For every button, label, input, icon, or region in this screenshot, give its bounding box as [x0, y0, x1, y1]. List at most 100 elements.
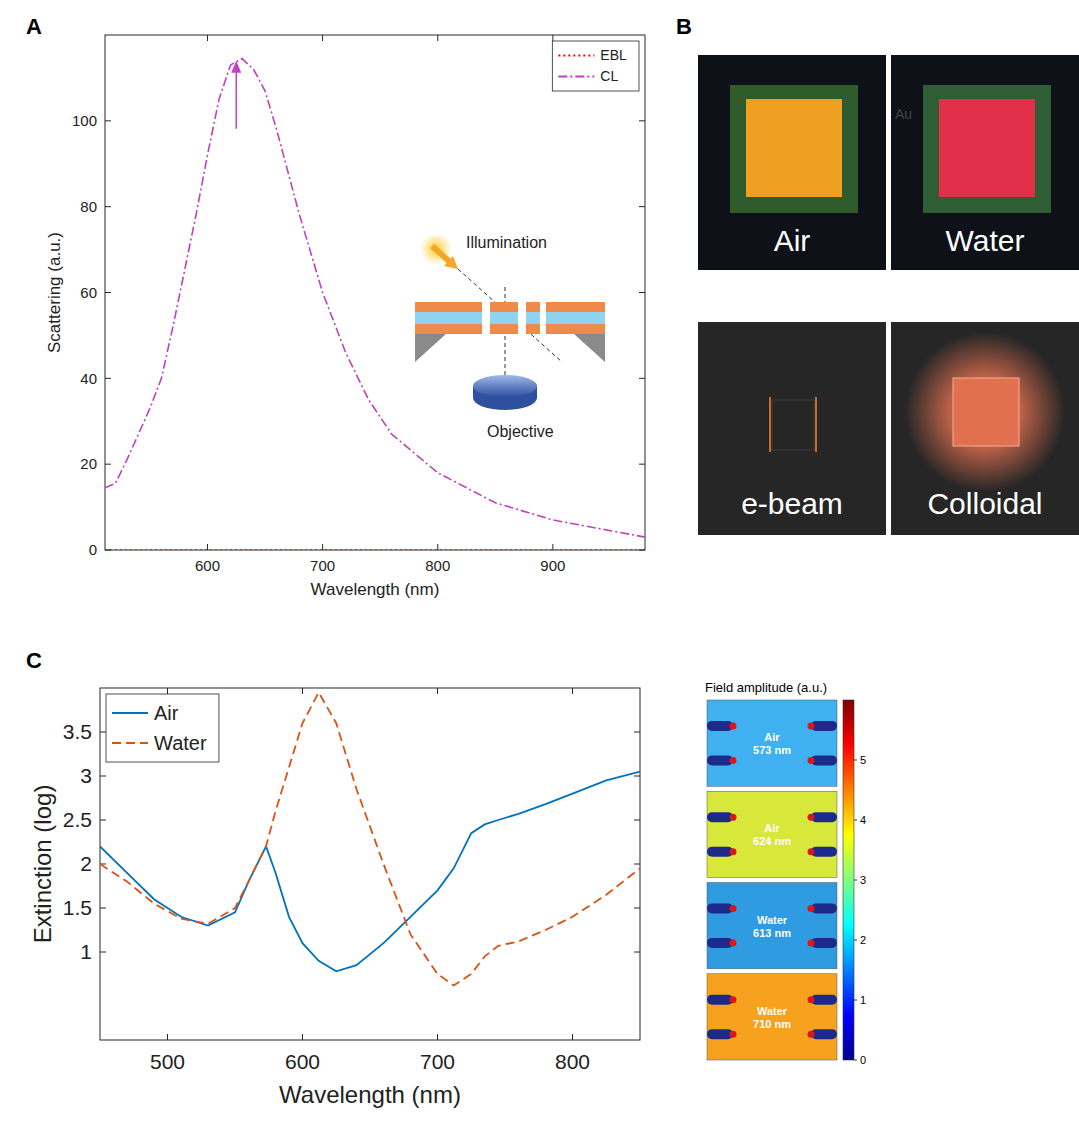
metal-layer — [415, 302, 605, 312]
legend-swatch — [558, 76, 594, 78]
map-label: 613 nm — [753, 927, 791, 939]
hotspot — [730, 939, 737, 946]
photo-window — [746, 99, 842, 197]
rod — [707, 721, 733, 731]
tick — [322, 35, 323, 41]
slit — [518, 302, 526, 334]
tick-label: 100 — [72, 112, 97, 129]
tick — [854, 880, 857, 881]
series-line — [105, 549, 645, 550]
rod — [707, 938, 733, 948]
panel-letter: A — [26, 14, 42, 39]
hotspot — [808, 905, 815, 912]
rod — [811, 812, 837, 822]
tick-label: 3 — [860, 874, 866, 886]
tick-label: 600 — [285, 1050, 320, 1073]
hotspot — [808, 996, 815, 1003]
tick-label: 0 — [860, 1054, 866, 1066]
slit — [482, 302, 490, 334]
tick — [437, 35, 438, 41]
tick-label: 800 — [555, 1050, 590, 1073]
colorbar-title: Field amplitude (a.u.) — [705, 680, 827, 695]
map-label: 624 nm — [753, 835, 791, 847]
slit — [540, 302, 546, 334]
tick-label: 1.5 — [63, 896, 92, 919]
tick — [639, 206, 645, 207]
hotspot — [808, 757, 815, 764]
inset-diagram: IlluminationObjective — [415, 233, 605, 440]
hotspot — [730, 722, 737, 729]
map-label: Air — [764, 822, 780, 834]
annotation: Illumination — [466, 234, 547, 251]
tick — [854, 1060, 857, 1061]
tick — [105, 120, 111, 121]
hotspot — [808, 722, 815, 729]
legend-box — [552, 41, 639, 91]
photo-label: Water — [946, 224, 1025, 257]
field-map — [707, 791, 837, 877]
tick-label: 20 — [80, 455, 97, 472]
tick — [207, 544, 208, 550]
hotspot — [730, 757, 737, 764]
tick-label: 3.5 — [63, 720, 92, 743]
rod — [811, 847, 837, 857]
peak-arrow-head — [231, 61, 241, 73]
photo-frame-region — [923, 85, 1051, 213]
series-line — [100, 692, 640, 985]
legend-swatch — [558, 55, 594, 57]
series-line — [105, 59, 645, 538]
hotspot — [808, 1031, 815, 1038]
tick — [854, 940, 857, 941]
photos: AirAuWatere-beamColloidal — [698, 55, 1079, 535]
series-line — [100, 772, 640, 972]
rod — [707, 755, 733, 765]
tick — [100, 908, 106, 909]
metal-layer — [415, 324, 605, 334]
photo-window — [939, 99, 1035, 197]
tick — [437, 688, 438, 694]
photo — [698, 322, 886, 535]
map-label: Air — [764, 731, 780, 743]
rod — [811, 755, 837, 765]
tick — [100, 820, 106, 821]
tick — [634, 820, 640, 821]
photo — [891, 322, 1079, 535]
tick — [572, 688, 573, 694]
chart: 600700800900020406080100Wavelength (nm)S… — [45, 35, 645, 599]
tick-label: 600 — [195, 557, 220, 574]
rod — [811, 995, 837, 1005]
tick-label: 2 — [860, 934, 866, 946]
figure: ABC600700800900020406080100Wavelength (n… — [0, 0, 1079, 1122]
tick-label: 1 — [860, 994, 866, 1006]
panel-letter: B — [676, 14, 692, 39]
tick — [437, 1034, 438, 1040]
axis-title: Scattering (a.u.) — [45, 232, 64, 353]
photo-window — [953, 378, 1019, 446]
tick-label: 900 — [540, 557, 565, 574]
field-map — [707, 883, 837, 969]
photo-frame-region — [730, 85, 858, 213]
tick-label: 1 — [80, 940, 92, 963]
tick — [639, 292, 645, 293]
map-label: Water — [757, 1005, 788, 1017]
tick — [572, 1034, 573, 1040]
tick-label: 500 — [150, 1050, 185, 1073]
photo-glow — [905, 332, 1065, 492]
hotspot — [808, 939, 815, 946]
tick-label: 2.5 — [63, 808, 92, 831]
plot-frame — [100, 688, 640, 1040]
tick — [167, 688, 168, 694]
chart: 50060070080011.522.533.5Wavelength (nm)E… — [29, 688, 640, 1108]
light-glow — [420, 233, 452, 265]
axis-title: Extinction (log) — [29, 785, 56, 944]
tick — [854, 1000, 857, 1001]
tick-label: 800 — [425, 557, 450, 574]
tick — [100, 776, 106, 777]
photo-feature — [769, 397, 771, 452]
tick — [552, 544, 553, 550]
field-map — [707, 700, 837, 786]
tick-label: 5 — [860, 754, 866, 766]
axis-title: Wavelength (nm) — [279, 1081, 461, 1108]
hotspot — [730, 814, 737, 821]
tick-label: 3 — [80, 764, 92, 787]
